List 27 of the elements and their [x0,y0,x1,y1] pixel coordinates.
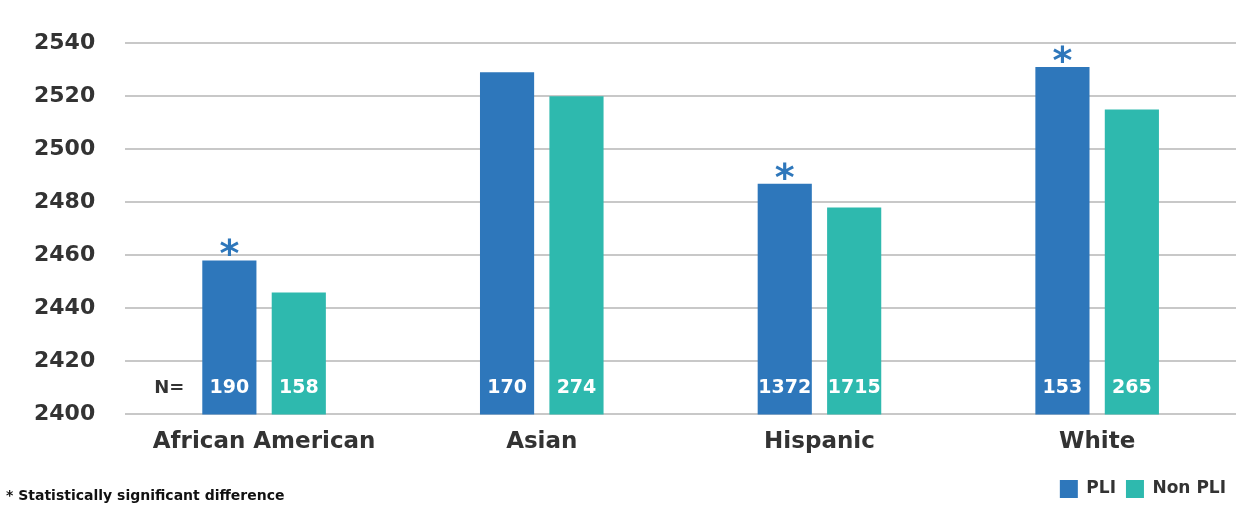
annotation: 158 [278,375,319,398]
x-tick-label: Asian [506,427,578,454]
annotation: 1715 [827,375,881,398]
legend-label: Non PLI [1152,477,1226,498]
data-label: * [219,231,240,276]
annotation: N= [154,376,185,398]
annotation: 274 [556,375,597,398]
annotation: 170 [487,375,527,398]
x-tick-label: Hispanic [764,427,875,454]
data-label: * [1052,37,1073,82]
y-tick-label: 2500 [34,134,96,160]
y-tick-label: 2540 [34,28,96,54]
x-tick-label: African American [152,427,376,454]
annotation: 265 [1112,375,1152,398]
y-tick-label: 2480 [34,188,96,213]
y-tick-label: 2520 [34,81,96,107]
data-label: * [774,154,795,199]
annotation: 153 [1042,375,1083,398]
x-tick-label: White [1059,427,1136,454]
text: * Statistically significant difference [6,486,285,503]
y-tick-label: 2460 [34,241,96,267]
annotation: 1372 [758,375,812,398]
y-tick-label: 2440 [34,294,96,320]
annotation: 190 [209,375,250,398]
y-tick-label: 2400 [34,400,96,426]
legend-label: PLI [1086,477,1116,498]
y-tick-label: 2420 [34,347,96,373]
